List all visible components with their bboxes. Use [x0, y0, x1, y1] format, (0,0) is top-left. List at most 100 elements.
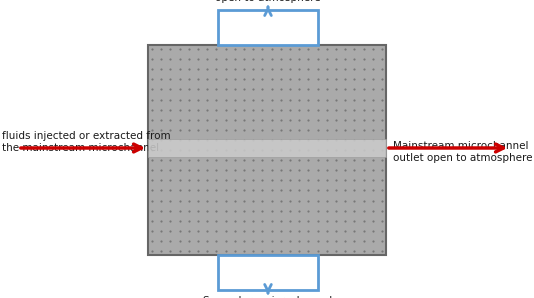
Point [194, 87, 202, 92]
Point [350, 77, 359, 82]
Point [350, 46, 359, 51]
Point [212, 46, 221, 51]
Point [268, 97, 276, 102]
Point [313, 158, 322, 162]
Point [313, 117, 322, 122]
Point [231, 168, 239, 173]
Point [341, 46, 349, 51]
Point [194, 249, 202, 253]
Point [323, 77, 331, 82]
Point [166, 218, 175, 223]
Point [332, 158, 340, 162]
Point [359, 107, 368, 112]
Point [212, 178, 221, 183]
Point [175, 137, 184, 142]
Point [295, 249, 303, 253]
Point [378, 218, 386, 223]
Point [249, 97, 257, 102]
Point [221, 67, 230, 72]
Point [304, 178, 313, 183]
Point [212, 238, 221, 243]
Point [185, 249, 193, 253]
Point [277, 178, 285, 183]
Point [368, 67, 377, 72]
Point [378, 87, 386, 92]
Point [304, 137, 313, 142]
Point [378, 249, 386, 253]
Point [249, 238, 257, 243]
Point [359, 117, 368, 122]
Point [203, 188, 211, 193]
Point [313, 148, 322, 152]
Point [194, 208, 202, 213]
Point [175, 228, 184, 233]
Point [240, 158, 248, 162]
Point [185, 87, 193, 92]
Point [221, 188, 230, 193]
Point [277, 208, 285, 213]
Point [194, 158, 202, 162]
Point [175, 87, 184, 92]
Point [378, 208, 386, 213]
Point [166, 249, 175, 253]
Point [240, 178, 248, 183]
Point [240, 238, 248, 243]
Point [332, 188, 340, 193]
Point [295, 137, 303, 142]
Point [323, 117, 331, 122]
Point [268, 117, 276, 122]
Point [277, 77, 285, 82]
Point [249, 178, 257, 183]
Point [323, 137, 331, 142]
Point [378, 158, 386, 162]
Point [148, 228, 156, 233]
Point [221, 178, 230, 183]
Point [185, 148, 193, 152]
Point [249, 198, 257, 203]
Point [378, 148, 386, 152]
Point [249, 148, 257, 152]
Point [313, 128, 322, 132]
Point [313, 137, 322, 142]
Point [277, 238, 285, 243]
Bar [218, 255, 318, 290]
Point [304, 168, 313, 173]
Point [231, 198, 239, 203]
Point [212, 228, 221, 233]
Point [341, 148, 349, 152]
Point [240, 218, 248, 223]
Point [295, 218, 303, 223]
Point [221, 77, 230, 82]
Point [323, 148, 331, 152]
Point [295, 97, 303, 102]
Point [258, 228, 266, 233]
Point [286, 128, 294, 132]
Point [313, 107, 322, 112]
Point [240, 128, 248, 132]
Point [277, 198, 285, 203]
Point [368, 117, 377, 122]
Point [212, 97, 221, 102]
Point [277, 168, 285, 173]
Point [304, 148, 313, 152]
Point [313, 46, 322, 51]
Point [157, 77, 166, 82]
Point [240, 97, 248, 102]
Point [368, 148, 377, 152]
Point [249, 137, 257, 142]
Point [203, 67, 211, 72]
Point [203, 249, 211, 253]
Point [286, 107, 294, 112]
Point [341, 208, 349, 213]
Point [203, 148, 211, 152]
Point [185, 128, 193, 132]
Point [240, 198, 248, 203]
Point [323, 188, 331, 193]
Point [378, 137, 386, 142]
Text: Mainstream microchannel
outlet open to atmosphere: Mainstream microchannel outlet open to a… [393, 141, 532, 163]
Point [295, 238, 303, 243]
Point [359, 198, 368, 203]
Point [359, 128, 368, 132]
Point [157, 97, 166, 102]
Point [221, 107, 230, 112]
